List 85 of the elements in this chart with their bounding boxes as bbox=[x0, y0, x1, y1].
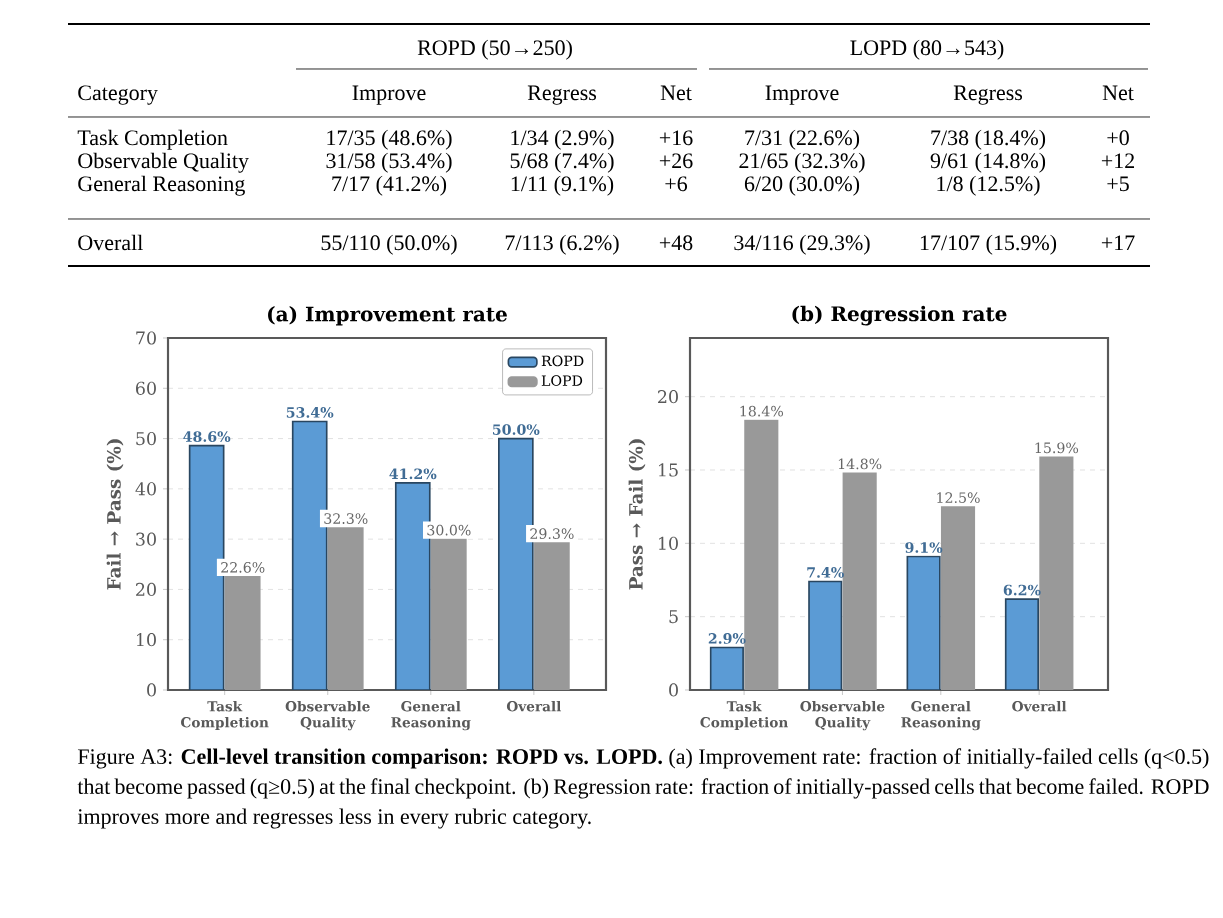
text: +12 bbox=[1101, 153, 1135, 168]
text: 21/65 (32.3%) bbox=[739, 152, 865, 173]
data-label: 53.4% bbox=[286, 407, 334, 418]
text: 31/58 (53.4%) bbox=[326, 152, 452, 173]
data-label: 15.9% bbox=[1035, 442, 1079, 454]
text: 17/35 (48.6%) bbox=[327, 129, 452, 150]
text: Overall bbox=[78, 234, 143, 251]
text: 55/110 (50.0%) bbox=[321, 234, 457, 255]
text: +5 bbox=[1107, 176, 1129, 192]
text: +6 bbox=[665, 176, 688, 192]
text: Improve bbox=[765, 85, 839, 105]
text: 1/11 (9.1%) bbox=[511, 175, 614, 196]
text: +17 bbox=[1101, 235, 1135, 250]
chart-title: (a) Improvement rate bbox=[268, 306, 507, 326]
x-tick-label: Task Completion bbox=[181, 700, 269, 731]
text: Net bbox=[1102, 85, 1134, 101]
data-label: 14.8% bbox=[838, 458, 882, 470]
text: +48 bbox=[659, 235, 693, 251]
y-tick-label: 20 bbox=[658, 390, 678, 404]
text: 34/116 (29.3%) bbox=[734, 234, 870, 255]
y-tick-label: 0 bbox=[147, 683, 156, 697]
legend-label: ROPD bbox=[541, 355, 584, 367]
text: 5/68 (7.4%) bbox=[510, 152, 614, 173]
data-label: 32.3% bbox=[324, 513, 368, 524]
data-label: 18.4% bbox=[740, 405, 784, 417]
y-tick-label: 10 bbox=[136, 633, 156, 647]
x-tick-label: General Reasoning bbox=[391, 700, 471, 731]
text: ROPD (50→250) bbox=[417, 39, 572, 60]
x-tick-label: General Reasoning bbox=[901, 700, 981, 731]
data-label: 50.0% bbox=[492, 424, 540, 435]
chart-title: (b) Regression rate bbox=[792, 305, 1007, 326]
text: LOPD (80→543) bbox=[850, 39, 1004, 60]
data-label: 9.1% bbox=[905, 542, 943, 553]
text: 6/20 (30.0%) bbox=[744, 175, 860, 196]
text: +26 bbox=[659, 153, 693, 169]
x-tick-label: Overall bbox=[1012, 700, 1067, 712]
data-label: 7.4% bbox=[807, 567, 844, 578]
caption: Figure A3: Cell-level transition comparison: ROPD vs. LOPD. (a) Improvement rate: fraction of initially-failed cells (q<0.5) that become passed (q≥0.5) at the final checkpoint. (b) Regression rate: fraction of initially-passed cells that become failed. ROPD improves more and regresses less in every rubric category. bbox=[77, 748, 1209, 829]
text: 1/34 (2.9%) bbox=[511, 129, 614, 150]
text: 7/17 (41.2%) bbox=[332, 175, 447, 196]
text: Improve bbox=[352, 85, 426, 105]
y-tick-label: 70 bbox=[136, 331, 156, 345]
y-tick-label: 60 bbox=[136, 381, 156, 395]
data-label: 41.2% bbox=[389, 468, 437, 480]
y-tick-label: 10 bbox=[658, 536, 678, 550]
text: 7/38 (18.4%) bbox=[931, 129, 1046, 150]
text: 1/8 (12.5%) bbox=[937, 175, 1040, 196]
y-axis-title: Fail → Pass (%) bbox=[106, 439, 124, 590]
y-tick-label: 15 bbox=[658, 463, 678, 477]
bar bbox=[906, 555, 941, 690]
text: Net bbox=[660, 85, 692, 101]
y-tick-label: 0 bbox=[669, 683, 678, 697]
bar bbox=[709, 646, 744, 690]
data-label: 29.3% bbox=[530, 528, 574, 539]
text: 9/61 (14.8%) bbox=[930, 152, 1046, 173]
x-tick-label: Task Completion bbox=[700, 700, 789, 731]
y-tick-label: 30 bbox=[136, 532, 156, 546]
text: 7/31 (22.6%) bbox=[745, 129, 860, 150]
data-label: 2.9% bbox=[708, 633, 746, 644]
text: 17/107 (15.9%) bbox=[920, 234, 1057, 255]
y-tick-label: 5 bbox=[669, 610, 678, 624]
data-label: 30.0% bbox=[427, 524, 471, 536]
data-label: 6.2% bbox=[1003, 584, 1041, 596]
y-axis-title: Pass → Fail (%) bbox=[628, 439, 646, 590]
x-tick-label: Observable Quality bbox=[285, 700, 370, 731]
text: Regress bbox=[527, 85, 597, 105]
x-tick-label: Overall bbox=[506, 700, 562, 712]
bar bbox=[808, 580, 843, 690]
data-label: 12.5% bbox=[937, 492, 980, 503]
bar bbox=[1004, 598, 1040, 690]
y-tick-label: 50 bbox=[136, 431, 156, 446]
text: Category bbox=[78, 85, 158, 105]
text: General Reasoning bbox=[78, 175, 245, 196]
text: +0 bbox=[1107, 130, 1129, 146]
x-tick-label: Observable Quality bbox=[800, 700, 885, 731]
y-tick-label: 40 bbox=[135, 482, 156, 496]
text: Regress bbox=[953, 85, 1023, 105]
text: 7/113 (6.2%) bbox=[505, 234, 619, 255]
legend-label: LOPD bbox=[541, 375, 583, 386]
data-label: 48.6% bbox=[183, 431, 231, 442]
text: Task Completion bbox=[77, 129, 228, 150]
data-label: 22.6% bbox=[221, 561, 265, 573]
text: Observable Quality bbox=[78, 152, 249, 173]
y-tick-label: 20 bbox=[136, 582, 156, 597]
text: +16 bbox=[659, 130, 693, 146]
